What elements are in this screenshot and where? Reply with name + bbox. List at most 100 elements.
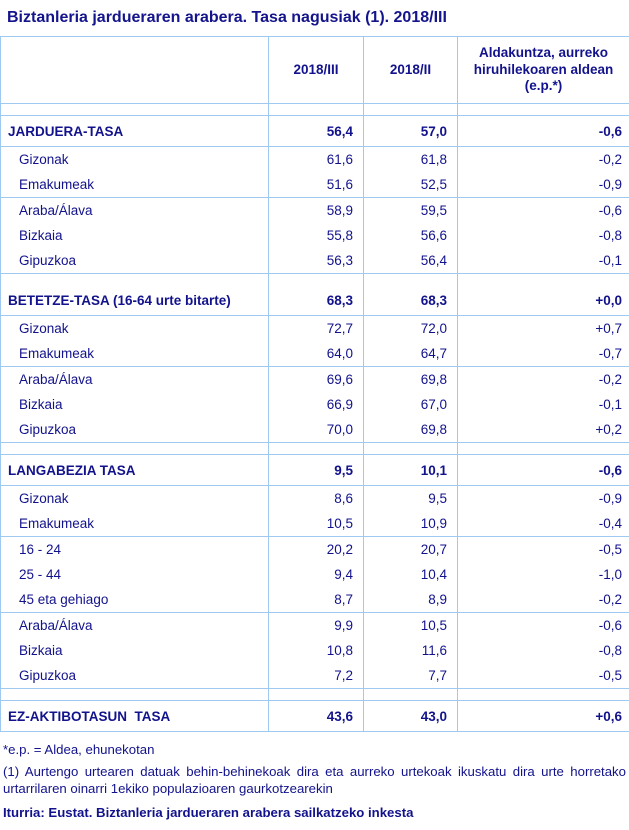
value-2018-III: 56,4 (269, 116, 364, 147)
row-label: Gipuzkoa (1, 417, 269, 443)
value-change: -0,5 (458, 663, 629, 689)
value-change: -0,8 (458, 638, 629, 663)
value-2018-III: 8,7 (269, 587, 364, 613)
table-row: 45 eta gehiago 8,7 8,9 -0,2 (1, 587, 629, 613)
table-row: 25 - 44 9,4 10,4 -1,0 (1, 562, 629, 587)
value-change: -0,4 (458, 511, 629, 537)
spacer-row (1, 104, 629, 116)
table-row: Gizonak 72,7 72,0 +0,7 (1, 316, 629, 342)
table-row: Araba/Álava 58,9 59,5 -0,6 (1, 198, 629, 224)
table-row: Bizkaia 10,8 11,6 -0,8 (1, 638, 629, 663)
row-label: Emakumeak (1, 511, 269, 537)
page-title: Biztanleria jardueraren arabera. Tasa na… (0, 0, 629, 36)
row-label: EZ-AKTIBOTASUN TASA (1, 701, 269, 732)
value-change: +0,0 (458, 285, 629, 316)
value-change: -0,6 (458, 116, 629, 147)
column-header-2018-II: 2018/II (364, 37, 458, 104)
value-2018-II: 57,0 (364, 116, 458, 147)
value-2018-III: 72,7 (269, 316, 364, 342)
footnote-provisional-data: (1) Aurtengo urtearen datuak behin-behin… (3, 763, 626, 797)
value-2018-II: 10,9 (364, 511, 458, 537)
value-change: -0,8 (458, 223, 629, 248)
value-change: -0,1 (458, 392, 629, 417)
value-change: -0,9 (458, 486, 629, 512)
table-row: Gipuzkoa 70,0 69,8 +0,2 (1, 417, 629, 443)
value-change: -0,6 (458, 455, 629, 486)
row-label: Emakumeak (1, 341, 269, 367)
value-2018-III: 10,8 (269, 638, 364, 663)
value-2018-III: 68,3 (269, 285, 364, 316)
value-2018-II: 43,0 (364, 701, 458, 732)
table-row-section-betetze: BETETZE-TASA (16-64 urte bitarte) 68,3 6… (1, 285, 629, 316)
value-2018-III: 9,4 (269, 562, 364, 587)
row-label: Araba/Álava (1, 367, 269, 393)
table-row: Gizonak 8,6 9,5 -0,9 (1, 486, 629, 512)
value-change: +0,7 (458, 316, 629, 342)
value-2018-II: 64,7 (364, 341, 458, 367)
table-row: Araba/Álava 9,9 10,5 -0,6 (1, 613, 629, 639)
row-label: Gipuzkoa (1, 248, 269, 274)
table-row-section-ez-aktibotasun: EZ-AKTIBOTASUN TASA 43,6 43,0 +0,6 (1, 701, 629, 732)
value-2018-II: 11,6 (364, 638, 458, 663)
row-label: Gipuzkoa (1, 663, 269, 689)
value-change: -1,0 (458, 562, 629, 587)
value-2018-II: 67,0 (364, 392, 458, 417)
row-label: LANGABEZIA TASA (1, 455, 269, 486)
value-2018-II: 9,5 (364, 486, 458, 512)
value-2018-III: 66,9 (269, 392, 364, 417)
value-2018-II: 68,3 (364, 285, 458, 316)
value-2018-II: 72,0 (364, 316, 458, 342)
value-2018-II: 69,8 (364, 367, 458, 393)
row-label: 16 - 24 (1, 537, 269, 563)
column-header-2018-III: 2018/III (269, 37, 364, 104)
value-change: -0,7 (458, 341, 629, 367)
value-2018-II: 8,9 (364, 587, 458, 613)
value-change: +0,6 (458, 701, 629, 732)
value-2018-III: 69,6 (269, 367, 364, 393)
row-label: 45 eta gehiago (1, 587, 269, 613)
value-2018-III: 56,3 (269, 248, 364, 274)
spacer-row (1, 274, 629, 286)
value-2018-II: 20,7 (364, 537, 458, 563)
value-2018-II: 56,6 (364, 223, 458, 248)
value-2018-III: 10,5 (269, 511, 364, 537)
value-2018-II: 10,4 (364, 562, 458, 587)
value-change: -0,9 (458, 172, 629, 198)
table-row: Gizonak 61,6 61,8 -0,2 (1, 147, 629, 173)
row-label: Gizonak (1, 486, 269, 512)
row-label: Bizkaia (1, 638, 269, 663)
row-label: 25 - 44 (1, 562, 269, 587)
row-label: Gizonak (1, 316, 269, 342)
row-label: BETETZE-TASA (16-64 urte bitarte) (1, 285, 269, 316)
spacer-row (1, 443, 629, 455)
value-change: -0,2 (458, 147, 629, 173)
row-label: Araba/Álava (1, 198, 269, 224)
value-2018-III: 61,6 (269, 147, 364, 173)
table-row-section-jarduera: JARDUERA-TASA 56,4 57,0 -0,6 (1, 116, 629, 147)
value-2018-II: 61,8 (364, 147, 458, 173)
table-row: Gipuzkoa 7,2 7,7 -0,5 (1, 663, 629, 689)
table-row: Bizkaia 66,9 67,0 -0,1 (1, 392, 629, 417)
table-row: Gipuzkoa 56,3 56,4 -0,1 (1, 248, 629, 274)
footnote-ep: *e.p. = Aldea, ehunekotan (3, 741, 626, 758)
table-row: Emakumeak 64,0 64,7 -0,7 (1, 341, 629, 367)
row-label: Araba/Álava (1, 613, 269, 639)
row-label: Emakumeak (1, 172, 269, 198)
value-2018-II: 7,7 (364, 663, 458, 689)
value-2018-III: 64,0 (269, 341, 364, 367)
table-row: Emakumeak 51,6 52,5 -0,9 (1, 172, 629, 198)
value-change: -0,1 (458, 248, 629, 274)
table-row: Araba/Álava 69,6 69,8 -0,2 (1, 367, 629, 393)
value-2018-II: 69,8 (364, 417, 458, 443)
value-change: -0,6 (458, 613, 629, 639)
value-2018-III: 7,2 (269, 663, 364, 689)
row-label: Bizkaia (1, 392, 269, 417)
footnote-source: Iturria: Eustat. Biztanleria jardueraren… (3, 804, 626, 821)
table-row: 16 - 24 20,2 20,7 -0,5 (1, 537, 629, 563)
value-2018-II: 52,5 (364, 172, 458, 198)
value-2018-III: 51,6 (269, 172, 364, 198)
value-2018-III: 58,9 (269, 198, 364, 224)
column-header-change: Aldakuntza, aurreko hiruhilekoaren aldea… (458, 37, 629, 104)
table-header-row: 2018/III 2018/II Aldakuntza, aurreko hir… (1, 37, 629, 104)
value-2018-II: 10,5 (364, 613, 458, 639)
